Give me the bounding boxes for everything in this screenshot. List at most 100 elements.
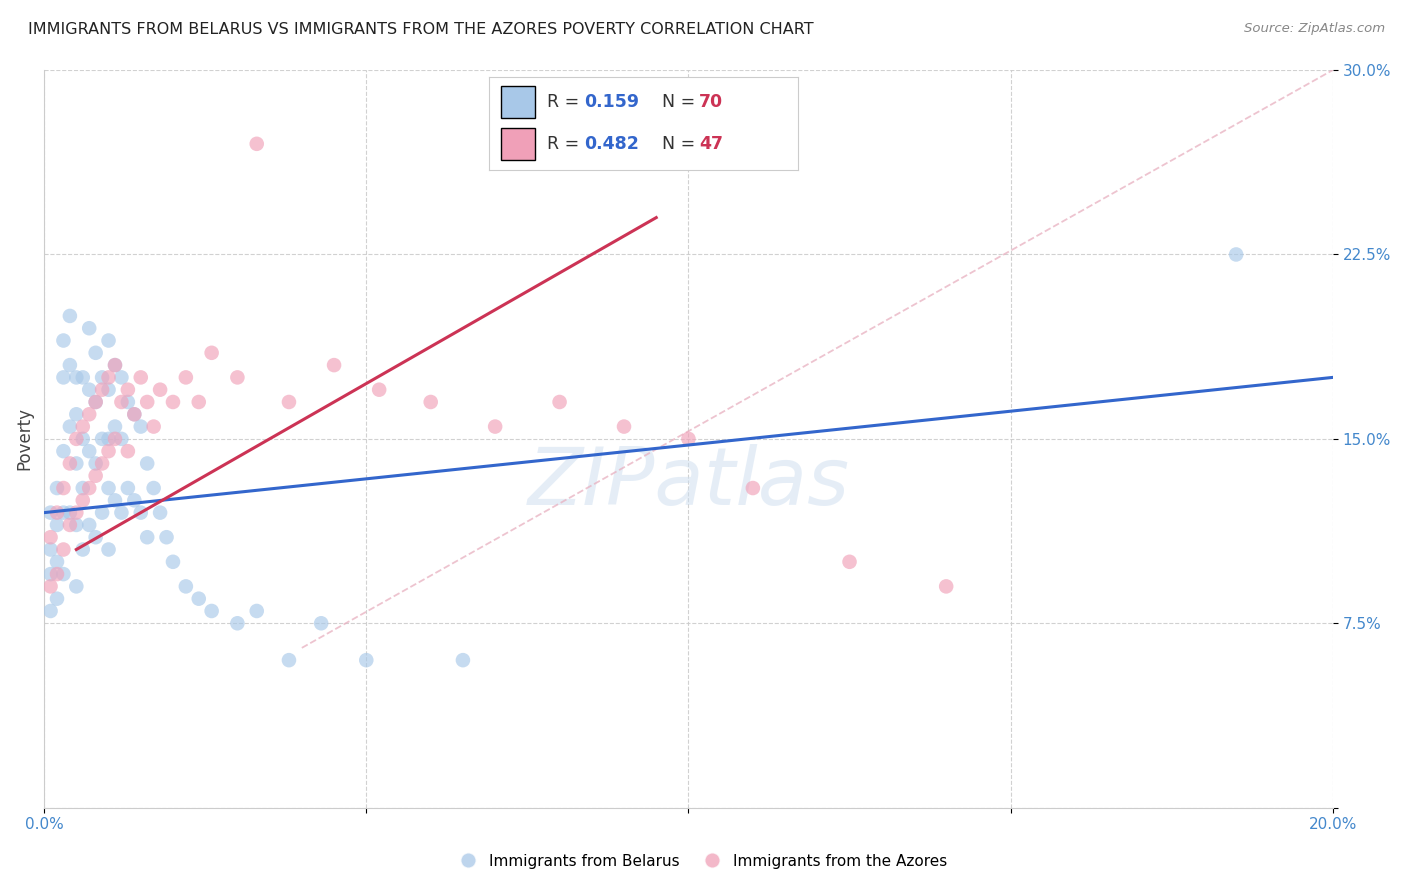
Point <box>72 419 94 434</box>
Point <box>72 370 94 384</box>
Legend: Immigrants from Belarus, Immigrants from the Azores: Immigrants from Belarus, Immigrants from… <box>453 847 953 875</box>
Point <box>77 517 100 532</box>
Point <box>419 395 441 409</box>
Point <box>309 616 332 631</box>
Point <box>129 419 152 434</box>
Point <box>97 334 120 348</box>
Point <box>246 136 269 151</box>
Point <box>162 395 184 409</box>
Point <box>368 383 391 397</box>
Point <box>84 457 107 471</box>
Point <box>39 530 62 544</box>
Point <box>117 383 139 397</box>
Point <box>65 579 87 593</box>
Point <box>142 419 165 434</box>
Point <box>65 457 87 471</box>
Point <box>129 370 152 384</box>
Point <box>52 444 75 458</box>
Y-axis label: Poverty: Poverty <box>15 408 32 470</box>
Point <box>136 457 159 471</box>
Point <box>678 432 700 446</box>
Point <box>226 616 249 631</box>
Point <box>91 370 114 384</box>
Point <box>104 432 127 446</box>
Point <box>110 395 132 409</box>
Point <box>110 506 132 520</box>
Point <box>201 604 224 618</box>
Point <box>201 346 224 360</box>
Point <box>84 346 107 360</box>
Point <box>59 517 82 532</box>
Point <box>142 481 165 495</box>
Point <box>613 419 636 434</box>
Point <box>97 481 120 495</box>
Point <box>187 395 209 409</box>
Point <box>39 506 62 520</box>
Point <box>84 530 107 544</box>
Point <box>72 481 94 495</box>
Point <box>136 395 159 409</box>
Point <box>104 358 127 372</box>
Point <box>46 591 69 606</box>
Point <box>484 419 506 434</box>
Point <box>65 407 87 421</box>
Point <box>39 542 62 557</box>
Point <box>110 370 132 384</box>
Point <box>77 481 100 495</box>
Point <box>77 321 100 335</box>
Point <box>46 517 69 532</box>
Point <box>162 555 184 569</box>
Point <box>124 407 146 421</box>
Point <box>46 555 69 569</box>
Point <box>97 370 120 384</box>
Point <box>65 506 87 520</box>
Point <box>52 542 75 557</box>
Point <box>65 370 87 384</box>
Point <box>59 506 82 520</box>
Point <box>104 493 127 508</box>
Point <box>97 444 120 458</box>
Point <box>59 309 82 323</box>
Point <box>59 457 82 471</box>
Point <box>52 506 75 520</box>
Point <box>46 567 69 582</box>
Point <box>97 383 120 397</box>
Point <box>278 395 301 409</box>
Point <box>77 383 100 397</box>
Point <box>246 604 269 618</box>
Point <box>39 579 62 593</box>
Point <box>278 653 301 667</box>
Point <box>52 567 75 582</box>
Point <box>59 358 82 372</box>
Point <box>741 481 763 495</box>
Point <box>91 506 114 520</box>
Point <box>187 591 209 606</box>
Point <box>84 468 107 483</box>
Point <box>149 506 172 520</box>
Point <box>323 358 346 372</box>
Point <box>65 432 87 446</box>
Point <box>110 432 132 446</box>
Point <box>117 395 139 409</box>
Point <box>72 542 94 557</box>
Point <box>129 506 152 520</box>
Point <box>91 383 114 397</box>
Point <box>124 493 146 508</box>
Point <box>838 555 860 569</box>
Point <box>124 407 146 421</box>
Point <box>52 370 75 384</box>
Text: ZIPatlas: ZIPatlas <box>527 444 849 522</box>
Point <box>65 517 87 532</box>
Point <box>1225 247 1247 261</box>
Point <box>451 653 474 667</box>
Point <box>77 444 100 458</box>
Point <box>91 457 114 471</box>
Point <box>46 481 69 495</box>
Point <box>97 432 120 446</box>
Point <box>155 530 177 544</box>
Point <box>39 567 62 582</box>
Point <box>149 383 172 397</box>
Point <box>104 358 127 372</box>
Point <box>174 370 197 384</box>
Point <box>117 481 139 495</box>
